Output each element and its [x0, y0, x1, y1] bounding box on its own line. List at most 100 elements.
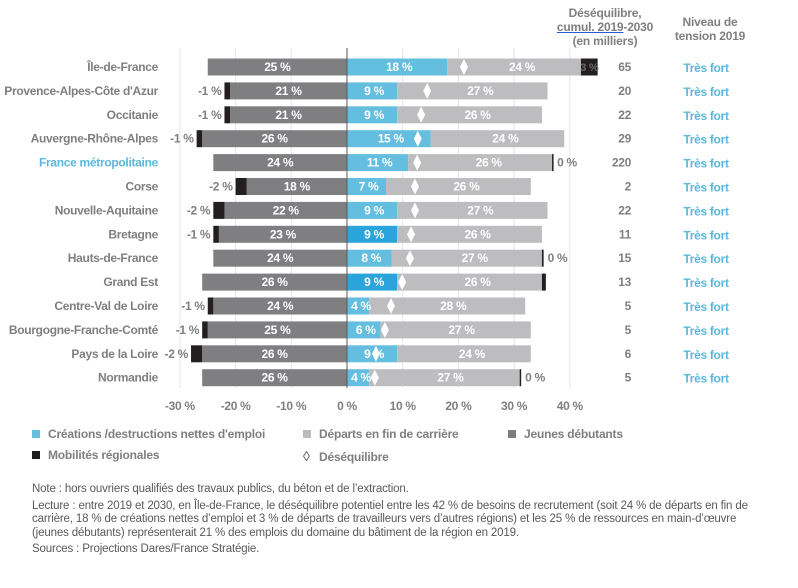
- tension-level: Très fort: [683, 85, 729, 99]
- bar-mobilites: [541, 273, 546, 291]
- bar-label-creations: 9 %: [364, 203, 384, 217]
- bar-departs: [447, 58, 581, 76]
- row-centre-val-de-loire: Centre-Val de Loire 24 % -1 % 4 % 28 % 5 Très …: [54, 297, 729, 315]
- row-hauts-de-france: Hauts-de-France 24 % 0 % 8 % 27 % 15 Très fort: [68, 249, 729, 267]
- bar-jeunes: [246, 178, 347, 195]
- bar-mobilites: [213, 225, 219, 243]
- bar-departs: [380, 321, 531, 339]
- bar-mobilites: [224, 106, 231, 124]
- tension-level: Très fort: [683, 276, 729, 290]
- bar-label-creations: 18 %: [386, 60, 413, 74]
- legend-label-jeunes: Jeunes débutants: [524, 427, 623, 441]
- bar-departs: [369, 369, 520, 387]
- bar-label-jeunes: 21 %: [275, 84, 302, 98]
- bar-creations: [347, 154, 409, 172]
- legend-item-creations: Créations /destructions nettes d'emploi: [32, 427, 265, 441]
- x-tick-label: -10 %: [276, 399, 306, 413]
- deseq-thousands: 5: [625, 323, 632, 337]
- legend-item-mobilites: Mobilités régionales: [32, 448, 160, 462]
- bar-label-departs: 26 %: [464, 108, 491, 122]
- bar-label-departs: 27 %: [449, 323, 476, 337]
- bar-creations: [347, 297, 370, 315]
- deseq-marker: [380, 321, 389, 338]
- deseq-thousands: 6: [625, 347, 632, 361]
- legend-label-desequilibre: Déséquilibre: [319, 450, 389, 464]
- bar-departs: [397, 345, 531, 363]
- lecture-text: Lecture : entre 2019 et 2030, en Île-de-…: [32, 499, 748, 539]
- row-bretagne: Bretagne 23 % -1 % 9 % 26 % 11 Très fort: [108, 225, 729, 243]
- bar-label-jeunes: 24 %: [267, 299, 294, 313]
- header-tension-line1: Niveau de: [682, 15, 738, 29]
- note-text: Note : hors ouvriers qualifiés des trava…: [32, 483, 409, 495]
- bar-jeunes: [213, 249, 347, 267]
- region-label: Île-de-France: [86, 59, 158, 74]
- header-tension-line2: tension 2019: [674, 29, 746, 43]
- bar-label-creations: 11 %: [367, 156, 393, 170]
- deseq-marker: [371, 345, 380, 362]
- row-auvergne-rh-ne-alpes: Auvergne-Rhône-Alpes 26 % -1 % 15 % 24 % 29 Tr…: [31, 130, 729, 148]
- bar-label-creations: 6 %: [356, 323, 376, 337]
- legend-label-creations: Créations /destructions nettes d'emploi: [48, 427, 266, 441]
- bar-label-departs: 24 %: [492, 132, 519, 146]
- bar-creations: [347, 58, 448, 76]
- bar-label-mobilites: -2 %: [165, 347, 189, 361]
- bar-creations: [347, 321, 381, 339]
- bar-label-creations: 9 %: [364, 227, 384, 241]
- row-occitanie: Occitanie 21 % -1 % 9 % 26 % 22 Très fort: [107, 106, 729, 124]
- deseq-marker: [407, 226, 416, 243]
- bar-departs: [430, 130, 565, 148]
- bar-departs: [391, 249, 542, 267]
- bar-label-jeunes: 21 %: [275, 108, 302, 122]
- deseq-thousands: 13: [618, 275, 631, 289]
- bar-label-jeunes: 18 %: [284, 180, 311, 194]
- legend-swatch-mobilites: [32, 451, 40, 459]
- bar-jeunes: [202, 369, 347, 387]
- x-axis: -30 % -20 % -10 % 0 % 10 % 20 % 30 % 40 %: [165, 48, 584, 413]
- region-label: Corse: [125, 180, 158, 194]
- bar-departs: [385, 178, 531, 195]
- deseq-marker: [370, 369, 379, 386]
- region-label: Bourgogne-Franche-Comté: [9, 323, 159, 337]
- deseq-marker: [387, 298, 396, 314]
- bar-label-jeunes: 24 %: [267, 251, 294, 265]
- deseq-thousands: 22: [618, 108, 631, 122]
- bar-departs: [397, 201, 548, 219]
- x-tick-label: 0 %: [337, 399, 357, 413]
- bar-creations: [347, 249, 392, 267]
- row-bourgogne-franche-comt-: Bourgogne-Franche-Comté 25 % -1 % 6 % 27 % 5 T…: [9, 321, 729, 339]
- legend-swatch-creations: [32, 430, 40, 438]
- legend-item-departs: Départs en fin de carrière: [303, 427, 459, 441]
- bar-label-creations: 9 %: [364, 275, 384, 289]
- legend-swatch-departs: [303, 430, 311, 438]
- bar-label-mobilites: -1 %: [198, 108, 222, 122]
- bar-label-mobilites: -1 %: [176, 323, 200, 337]
- bar-mobilites: [202, 321, 208, 339]
- bar-creations: [347, 178, 386, 195]
- region-label: Auvergne-Rhône-Alpes: [31, 132, 159, 146]
- bar-label-departs: 27 %: [437, 371, 464, 385]
- chart: Île-de-France 25 % 3 %18 % 24 % 65 Très fortP…: [4, 48, 729, 413]
- bar-mobilites: [207, 297, 214, 315]
- bar-label-jeunes: 26 %: [262, 371, 289, 385]
- header-desequilibre-line1: Déséquilibre,: [568, 6, 642, 20]
- bar-mobilites: [235, 178, 247, 195]
- bar-mobilites: [541, 249, 544, 267]
- bar-departs: [397, 106, 542, 124]
- x-tick-label: 40 %: [557, 399, 584, 413]
- deseq-thousands: 29: [618, 132, 631, 146]
- deseq-thousands: 5: [625, 299, 632, 313]
- x-tick-label: 20 %: [445, 399, 472, 413]
- bar-creations: [347, 130, 431, 148]
- bar-jeunes: [213, 154, 347, 172]
- legend-label-departs: Départs en fin de carrière: [319, 427, 459, 441]
- x-tick-label: 10 %: [390, 399, 417, 413]
- bar-mobilites: [196, 130, 203, 148]
- notes: Note : hors ouvriers qualifiés des trava…: [32, 483, 772, 560]
- x-tick-label: 30 %: [501, 399, 528, 413]
- tension-level: Très fort: [683, 300, 729, 314]
- bar-label-jeunes: 22 %: [273, 203, 300, 217]
- deseq-marker: [398, 274, 407, 291]
- bar-label-creations: 4 %: [351, 371, 371, 385]
- bar-creations: [347, 273, 398, 291]
